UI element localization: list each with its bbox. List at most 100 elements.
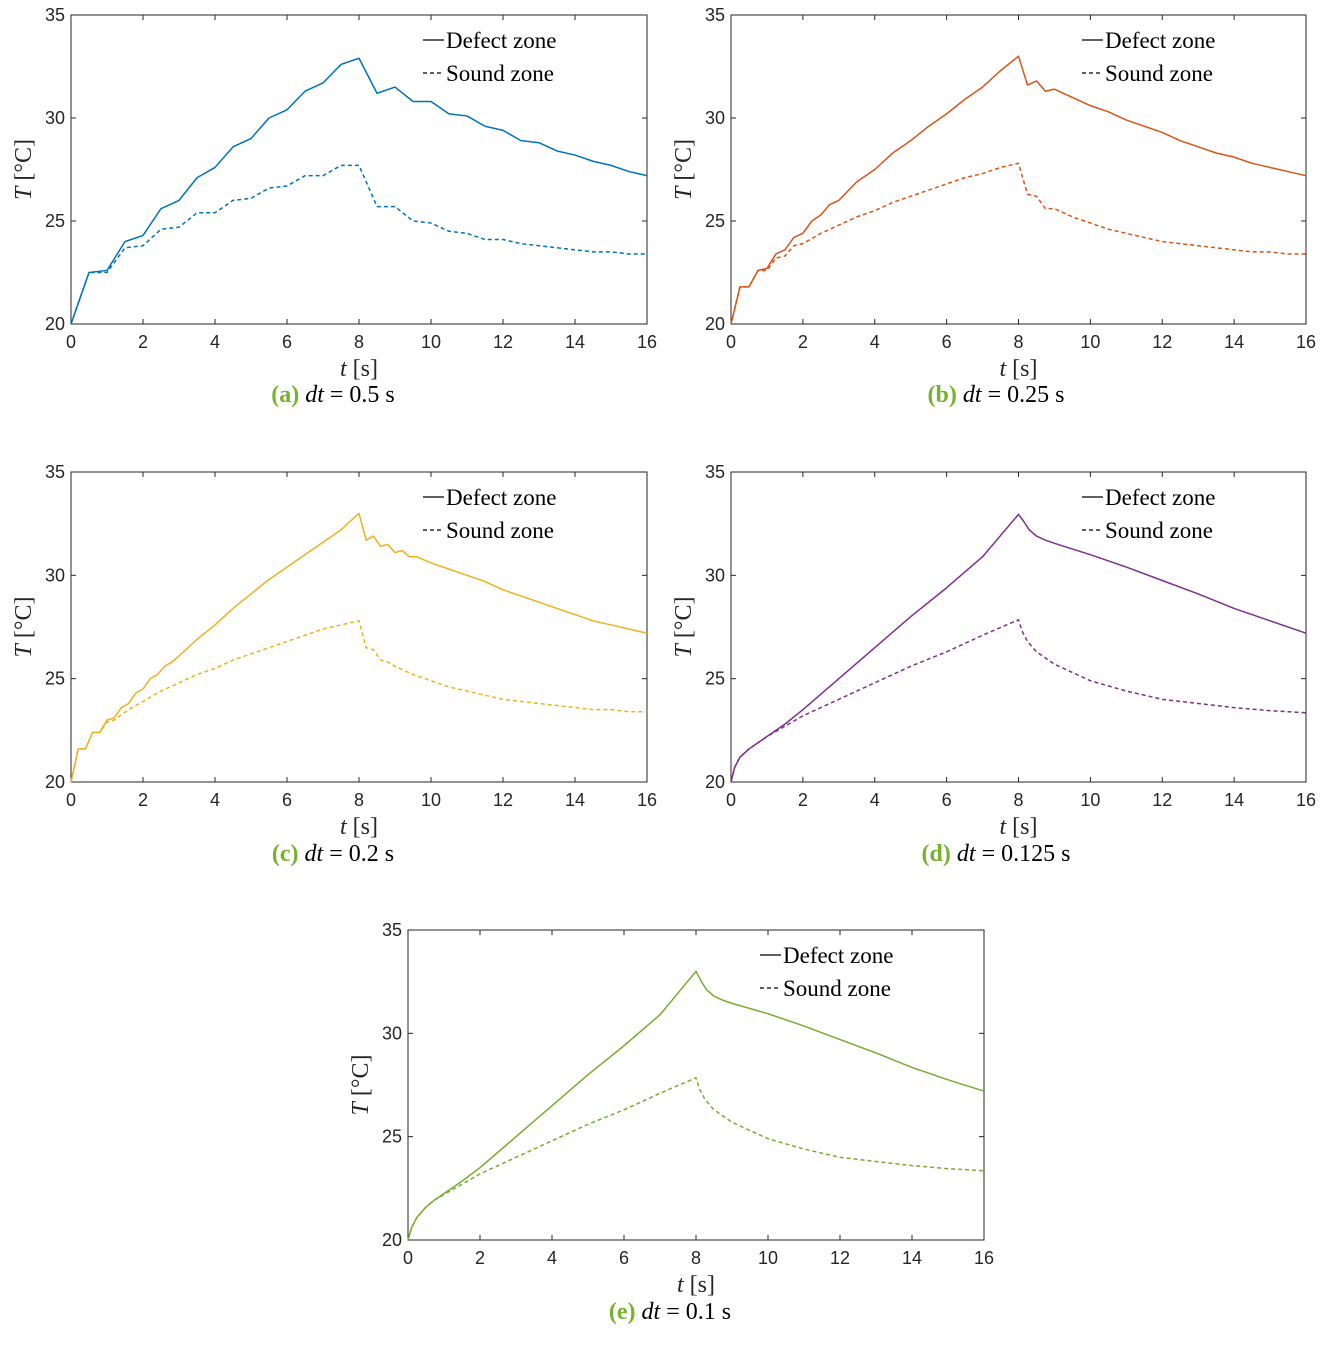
y-tick-label: 25 [705,669,725,689]
x-tick-label: 4 [870,332,880,352]
legend-entry: Sound zone [1105,518,1213,543]
y-tick-label: 30 [45,108,65,128]
x-axis-label: t [s] [1000,814,1038,840]
caption-value: = 0.125 s [975,841,1071,867]
y-tick-label: 25 [45,669,65,689]
x-tick-label: 10 [421,332,441,352]
caption-label: (c) [271,841,299,867]
x-tick-label: 16 [637,790,657,810]
x-tick-label: 8 [354,332,364,352]
caption-value: = 0.2 s [323,841,395,867]
x-tick-label: 8 [1013,332,1023,352]
y-tick-label: 30 [705,565,725,585]
caption-value: = 0.25 s [981,382,1065,408]
x-tick-label: 2 [798,790,808,810]
legend-entry: Defect zone [1105,485,1215,510]
plot-frame [407,929,985,1241]
y-tick-label: 20 [45,314,65,334]
x-tick-label: 2 [138,790,148,810]
plot-frame [730,14,1307,325]
y-tick-label: 30 [382,1023,402,1043]
chart-e: 0 2 4 6 8 10 12 14 16 20 25 30 35 t [s] T [°C] Defect z… [348,920,994,1298]
caption-param: dt [304,841,324,867]
x-tick-label: 6 [282,332,292,352]
y-axis-label: T [°C] [671,597,697,658]
x-tick-label: 4 [870,790,880,810]
x-tick-label: 10 [758,1248,778,1268]
caption-label: (a) [271,382,300,408]
y-tick-label: 35 [45,5,65,25]
y-tick-label: 20 [382,1230,402,1250]
y-tick-label: 35 [45,462,65,482]
x-tick-label: 4 [547,1248,557,1268]
series-line-sound-zone [730,619,1307,783]
x-tick-label: 12 [493,790,513,810]
plot-frame [70,14,648,325]
series-line-sound-zone [70,164,647,325]
y-tick-label: 30 [705,108,725,128]
y-tick-label: 25 [45,211,65,231]
caption-param: dt [962,382,982,408]
y-tick-label: 25 [705,211,725,231]
y-tick-label: 35 [705,5,725,25]
chart-a: 0 2 4 6 8 10 12 14 16 20 25 30 35 t [s] T [°C] Defect z… [11,5,657,382]
caption-label: (b) [927,382,957,408]
x-axis-label: t [s] [1000,356,1038,382]
y-axis-label: T [°C] [11,597,37,658]
legend-entry: Defect zone [1105,28,1215,53]
y-tick-label: 35 [382,920,402,940]
plot-frame [70,471,648,783]
x-tick-label: 14 [1224,332,1244,352]
x-tick-label: 16 [1296,332,1316,352]
y-axis-label: T [°C] [11,139,37,200]
legend-entry: Sound zone [783,976,891,1001]
y-tick-label: 20 [45,772,65,792]
plot-frame [730,471,1307,783]
y-axis-label: T [°C] [348,1055,374,1116]
y-tick-label: 30 [45,565,65,585]
caption-param: dt [305,382,324,408]
series-line-sound-zone [407,1077,985,1241]
y-tick-label: 35 [705,462,725,482]
x-tick-label: 4 [210,790,220,810]
x-tick-label: 16 [637,332,657,352]
subfigure-caption: (c) dt = 0.2 s [272,841,394,868]
x-tick-label: 0 [726,790,736,810]
legend-entry: Defect zone [783,943,893,968]
legend-entry: Defect zone [446,28,556,53]
caption-param: dt [641,1299,661,1325]
subfigure-caption: (b) dt = 0.25 s [928,382,1065,409]
x-tick-label: 10 [1080,790,1100,810]
series-line-defect-zone [70,512,648,783]
x-tick-label: 10 [421,790,441,810]
subfigure-caption: (a) dt = 0.5 s [271,382,395,409]
x-tick-label: 0 [726,332,736,352]
x-tick-label: 0 [66,332,76,352]
x-axis-label: t [s] [340,356,378,382]
y-tick-label: 20 [705,314,725,334]
caption-value: = 0.5 s [323,382,395,408]
x-tick-label: 10 [1080,332,1100,352]
x-tick-label: 8 [354,790,364,810]
x-tick-label: 4 [210,332,220,352]
caption-label: (e) [608,1299,636,1325]
x-tick-label: 8 [1013,790,1023,810]
y-tick-label: 25 [382,1127,402,1147]
x-tick-label: 6 [942,790,952,810]
x-tick-label: 16 [974,1248,994,1268]
series-line-defect-zone [730,55,1307,325]
caption-label: (d) [921,841,951,867]
x-tick-label: 8 [691,1248,701,1268]
x-tick-label: 12 [830,1248,850,1268]
legend-entry: Sound zone [446,518,554,543]
legend-entry: Sound zone [1105,61,1213,86]
series-line-sound-zone [70,620,647,783]
subfigure-caption: (d) dt = 0.125 s [922,841,1071,868]
legend-entry: Defect zone [446,485,556,510]
chart-b: 0 2 4 6 8 10 12 14 16 20 25 30 35 t [s] T [°C] Defect z… [671,5,1316,382]
chart-c: 0 2 4 6 8 10 12 14 16 20 25 30 35 t [s] T [°C] Defect z… [11,462,657,840]
chart-d: 0 2 4 6 8 10 12 14 16 20 25 30 35 t [s] T [°C] Defect z… [671,462,1316,840]
legend-entry: Sound zone [446,61,554,86]
x-tick-label: 12 [1152,332,1172,352]
